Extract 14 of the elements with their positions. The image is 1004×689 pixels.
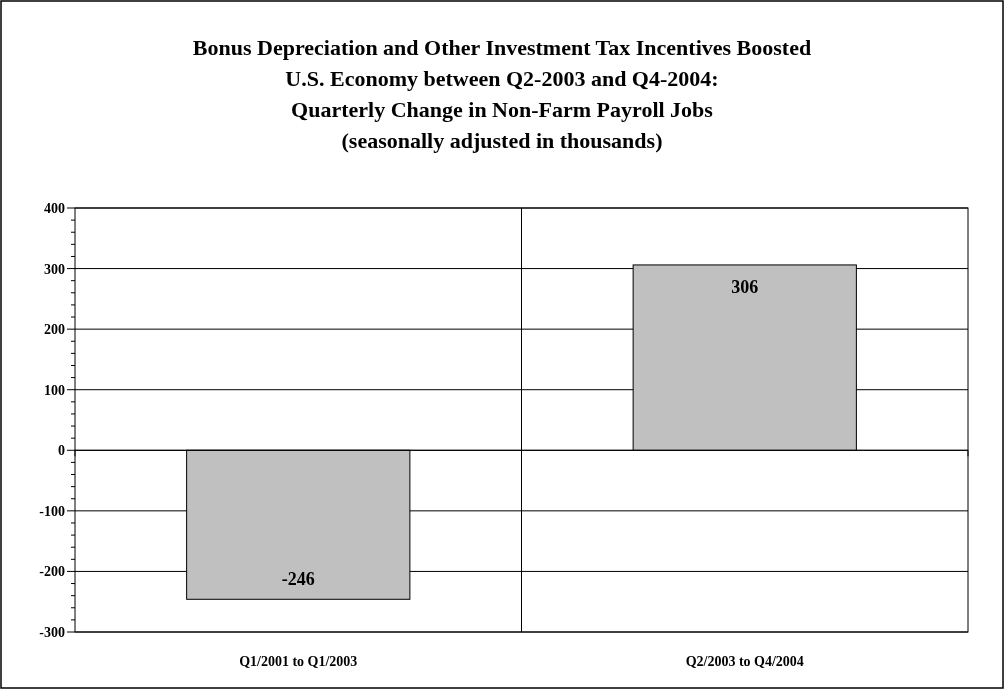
y-tick-label: -100 xyxy=(39,503,65,519)
y-tick-label: 400 xyxy=(44,201,65,216)
data-label: -246 xyxy=(281,569,315,590)
data-label: 306 xyxy=(731,276,759,297)
chart-title: Bonus Depreciation and Other Investment Tax Incentives Boosted U.S. Economy between Q2-2003 and Q4-2004: Quarterly Change in Non-Farm Payroll Jobs xyxy=(192,35,812,122)
x-tick-label: Q2/2003 to Q4/2004 xyxy=(685,654,804,669)
y-tick-label: 200 xyxy=(44,322,65,338)
y-tick-label: 0 xyxy=(58,443,65,459)
y-tick-label: -200 xyxy=(39,564,65,580)
y-tick-label: 100 xyxy=(44,382,65,398)
x-tick-label: Q1/2001 to Q1/2003 xyxy=(239,654,358,669)
chart-subtitle: (seasonally adjusted in thousands) xyxy=(341,128,663,153)
y-tick-label: -300 xyxy=(39,625,65,640)
y-tick-label: 300 xyxy=(44,261,65,277)
